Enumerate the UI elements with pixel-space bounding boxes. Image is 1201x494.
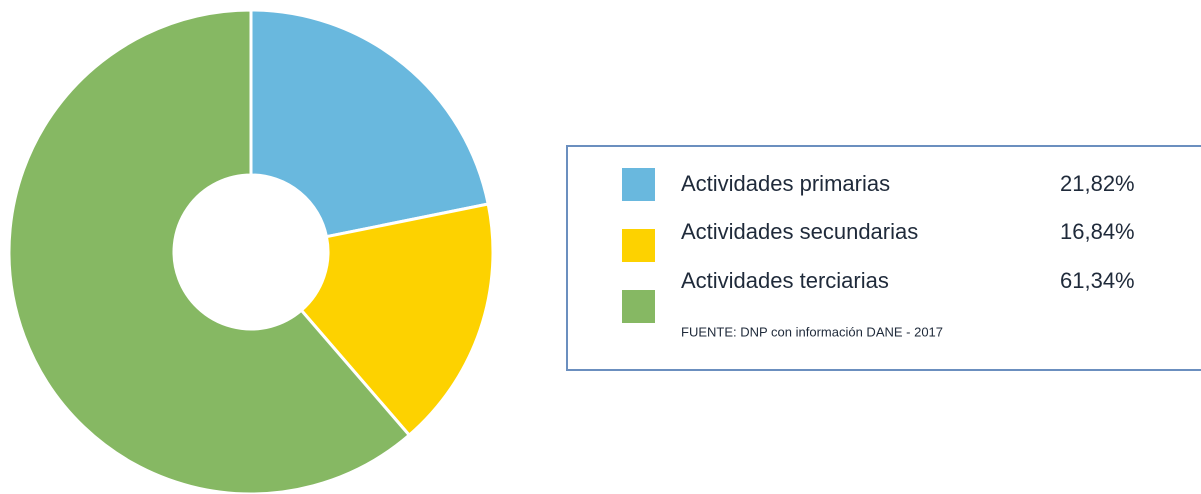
legend-label: Actividades terciarias (681, 268, 889, 293)
value-label: 21,82% (1060, 171, 1135, 196)
legend-label: Actividades primarias (681, 171, 890, 196)
legend-swatch (622, 229, 655, 262)
value-label: 16,84% (1060, 219, 1135, 244)
value-label: 61,34% (1060, 268, 1135, 293)
legend-swatch (622, 290, 655, 323)
slice (7, 8, 412, 494)
legend-swatch (622, 168, 655, 201)
slice (249, 8, 490, 239)
slice (299, 202, 495, 438)
legend-box (566, 145, 1201, 371)
legend-label: Actividades secundarias (681, 219, 918, 244)
source-note: FUENTE: DNP con información DANE - 2017 (681, 324, 943, 339)
